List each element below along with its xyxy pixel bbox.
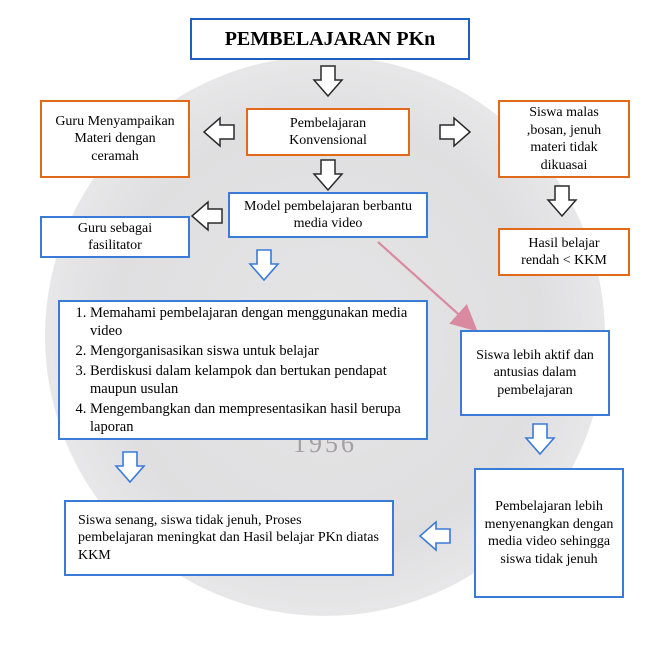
fasilitator-text: Guru sebagai fasilitator: [50, 220, 180, 255]
menyenangkan-box: Pembelajaran lebih menyenangkan dengan m…: [474, 468, 624, 598]
hasil-akhir-box: Siswa senang, siswa tidak jenuh, Proses …: [64, 500, 394, 576]
title-text: PEMBELAJARAN PKn: [225, 27, 436, 52]
siswa-malas-text: Siswa malas ,bosan, jenuh materi tidak d…: [508, 104, 620, 174]
guru-ceramah-box: Guru Menyampaikan Materi dengan ceramah: [40, 100, 190, 178]
steps-list: Memahami pembelajaran dengan menggunakan…: [68, 302, 418, 439]
conventional-text: Pembelajaran Konvensional: [256, 115, 400, 150]
conventional-box: Pembelajaran Konvensional: [246, 108, 410, 156]
fasilitator-box: Guru sebagai fasilitator: [40, 216, 190, 258]
siswa-aktif-box: Siswa lebih aktif dan antusias dalam pem…: [460, 330, 610, 416]
model-video-text: Model pembelajaran berbantu media video: [238, 198, 418, 233]
hasil-rendah-box: Hasil belajar rendah < KKM: [498, 228, 630, 276]
step-1: Memahami pembelajaran dengan menggunakan…: [90, 304, 418, 340]
menyenangkan-text: Pembelajaran lebih menyenangkan dengan m…: [484, 498, 614, 568]
siswa-aktif-text: Siswa lebih aktif dan antusias dalam pem…: [470, 347, 600, 400]
model-video-box: Model pembelajaran berbantu media video: [228, 192, 428, 238]
hasil-akhir-text: Siswa senang, siswa tidak jenuh, Proses …: [78, 512, 380, 565]
step-2: Mengorganisasikan siswa untuk belajar: [90, 342, 418, 360]
siswa-malas-box: Siswa malas ,bosan, jenuh materi tidak d…: [498, 100, 630, 178]
title-box: PEMBELAJARAN PKn: [190, 18, 470, 60]
guru-ceramah-text: Guru Menyampaikan Materi dengan ceramah: [50, 113, 180, 166]
steps-box: Memahami pembelajaran dengan menggunakan…: [58, 300, 428, 440]
step-3: Berdiskusi dalam kelampok dan bertukan p…: [90, 362, 418, 398]
step-4: Mengembangkan dan mempresentasikan hasil…: [90, 400, 418, 436]
hasil-rendah-text: Hasil belajar rendah < KKM: [508, 235, 620, 270]
